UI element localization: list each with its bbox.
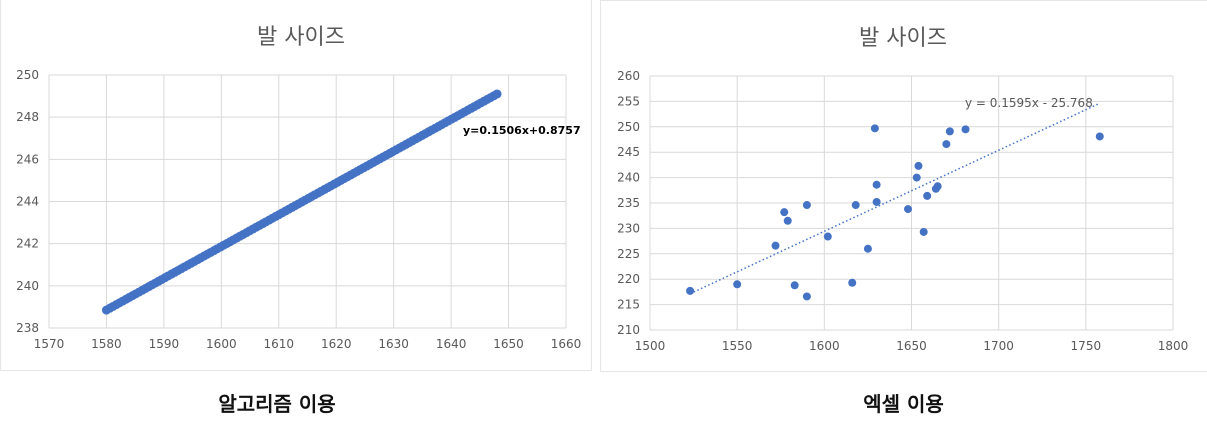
y-tick-label: 248 [16, 110, 39, 124]
data-point [790, 281, 799, 290]
y-tick-label: 240 [16, 279, 39, 293]
data-point [923, 191, 932, 200]
chart-excel: 발 사이즈 210 215 220 225 230 235 240 245 250 255 260 15… [617, 26, 1189, 353]
y-tick-label: 235 [617, 196, 640, 210]
x-tick-label: 1660 [551, 337, 582, 351]
right-chart-panel: 발 사이즈 210 215 220 225 230 235 240 245 250 255 260 15… [600, 0, 1207, 372]
y-tick-label: 242 [16, 237, 39, 251]
y-tick-label: 260 [617, 69, 640, 83]
x-tick-label: 1620 [321, 337, 352, 351]
data-point [872, 197, 881, 206]
data-point [783, 216, 792, 225]
trendline-label: y = 0.1595x - 25.768 [965, 96, 1093, 110]
chart-title: 발 사이즈 [859, 26, 947, 51]
data-point [912, 173, 921, 182]
y-tick-label: 215 [617, 298, 640, 312]
y-tick-label: 255 [617, 94, 640, 108]
caption-algorithm: 알고리즘 이용 [218, 392, 336, 416]
data-point [933, 182, 942, 191]
x-tick-label: 1650 [493, 337, 524, 351]
data-point [686, 286, 695, 295]
x-tick-label: 1500 [635, 339, 666, 353]
data-point [919, 227, 928, 236]
x-tick-label: 1700 [983, 339, 1014, 353]
data-point [492, 89, 502, 99]
x-tick-label: 1610 [264, 337, 295, 351]
data-point [823, 232, 832, 241]
y-tick-label: 245 [617, 145, 640, 159]
x-tick-label: 1650 [896, 339, 927, 353]
data-point [942, 140, 951, 149]
y-tick-label: 238 [16, 321, 39, 335]
data-point [733, 280, 742, 289]
data-point [904, 205, 913, 214]
y-tick-label: 240 [617, 171, 640, 185]
y-tick-label: 246 [16, 152, 39, 166]
trendline-label: y=0.1506x+0.8757 [463, 124, 581, 137]
data-point [914, 161, 923, 170]
data-point [848, 278, 857, 287]
data-point [1095, 132, 1104, 141]
x-tick-label: 1630 [378, 337, 409, 351]
data-point [802, 201, 811, 210]
y-tick-label: 225 [617, 247, 640, 261]
data-point [802, 292, 811, 301]
trendline [689, 102, 1101, 295]
data-point [780, 208, 789, 217]
x-tick-label: 1570 [34, 337, 65, 351]
data-point [870, 124, 879, 133]
chart-algorithm: 발 사이즈 238 240 242 244 246 248 250 1570 1580 1590 16… [16, 25, 582, 351]
y-tick-label: 244 [16, 195, 39, 209]
x-tick-label: 1590 [149, 337, 180, 351]
data-point [863, 244, 872, 253]
y-tick-label: 250 [617, 120, 640, 134]
data-point [771, 241, 780, 250]
x-tick-label: 1550 [722, 339, 753, 353]
chart-title: 발 사이즈 [257, 25, 345, 50]
left-chart-panel: 발 사이즈 238 240 242 244 246 248 250 1570 1580 1590 16… [0, 0, 592, 371]
caption-excel: 엑셀 이용 [863, 392, 944, 416]
x-tick-label: 1640 [436, 337, 467, 351]
y-tick-label: 220 [617, 272, 640, 286]
y-tick-label: 210 [617, 323, 640, 337]
y-tick-label: 230 [617, 221, 640, 235]
data-point [945, 127, 954, 136]
x-tick-label: 1600 [206, 337, 237, 351]
x-tick-label: 1600 [809, 339, 840, 353]
x-tick-label: 1800 [1158, 339, 1189, 353]
x-tick-label: 1750 [1071, 339, 1102, 353]
x-tick-label: 1580 [91, 337, 122, 351]
data-point [872, 180, 881, 189]
y-tick-label: 250 [16, 68, 39, 82]
data-point [851, 201, 860, 210]
data-point [961, 125, 970, 134]
